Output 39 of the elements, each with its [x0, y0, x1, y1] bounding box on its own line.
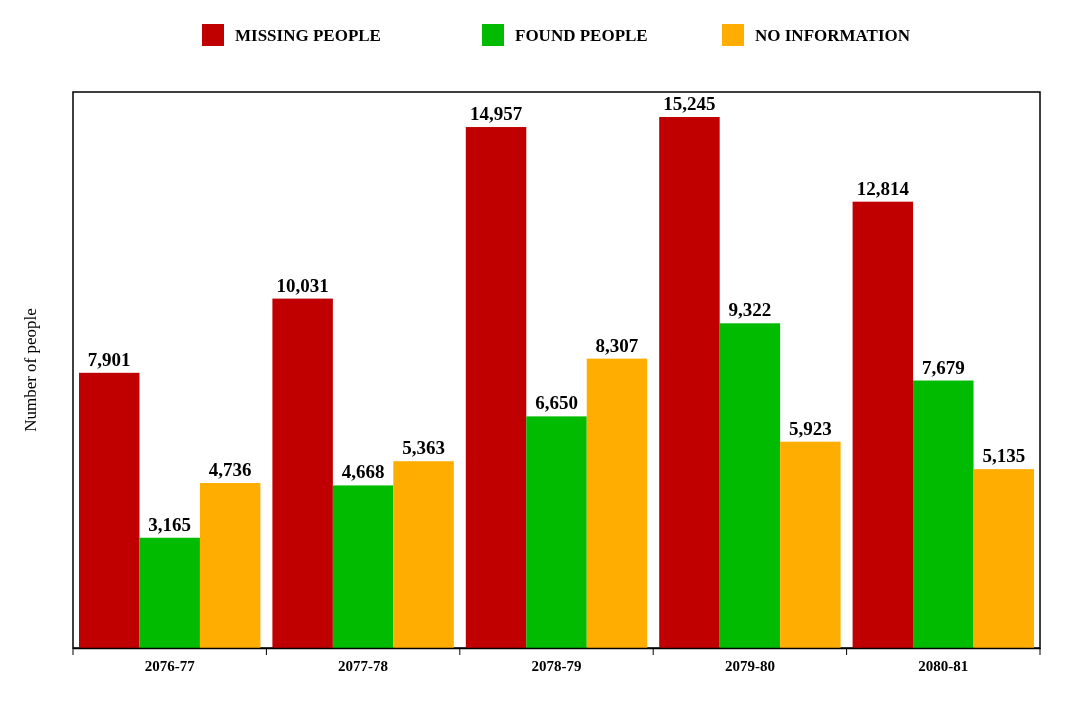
x-tick-label: 2079-80	[724, 657, 775, 674]
bar	[272, 298, 333, 648]
bar	[973, 469, 1034, 648]
data-label: 15,245	[663, 93, 716, 114]
data-label: 4,668	[341, 461, 385, 483]
data-label: 14,957	[469, 103, 523, 125]
bar	[780, 441, 841, 648]
data-label: 5,923	[788, 417, 832, 439]
data-label: 10,031	[276, 274, 329, 296]
data-label: 5,135	[982, 445, 1026, 467]
bar	[719, 323, 781, 648]
bar	[586, 358, 648, 648]
x-tick-label: 2077-78	[338, 657, 389, 674]
bar	[526, 416, 587, 648]
bar	[393, 461, 454, 648]
data-label: 5,363	[402, 437, 445, 459]
legend-label: NO INFORMATION	[755, 26, 911, 45]
y-axis-title: Number of people	[21, 308, 40, 432]
legend-label: MISSING PEOPLE	[235, 26, 381, 45]
bar	[139, 537, 200, 648]
bar	[465, 127, 527, 648]
data-label: 3,165	[148, 513, 192, 535]
bar	[332, 485, 394, 648]
data-label: 4,736	[208, 459, 252, 481]
bar	[852, 201, 914, 648]
data-label: 7,901	[87, 348, 131, 370]
x-tick-label: 2078-79	[531, 657, 582, 674]
data-label: 8,307	[595, 334, 639, 356]
data-label: 12,814	[856, 177, 910, 199]
x-tick-label: 2080-81	[918, 657, 969, 674]
bar	[199, 483, 261, 648]
x-tick-label: 2076-77	[144, 657, 196, 674]
bar	[659, 117, 720, 648]
bar	[79, 372, 140, 648]
bar	[913, 380, 974, 648]
data-label: 6,650	[535, 392, 578, 414]
legend-label: FOUND PEOPLE	[515, 26, 648, 45]
data-label: 7,679	[921, 356, 965, 378]
data-label: 9,322	[728, 299, 772, 321]
